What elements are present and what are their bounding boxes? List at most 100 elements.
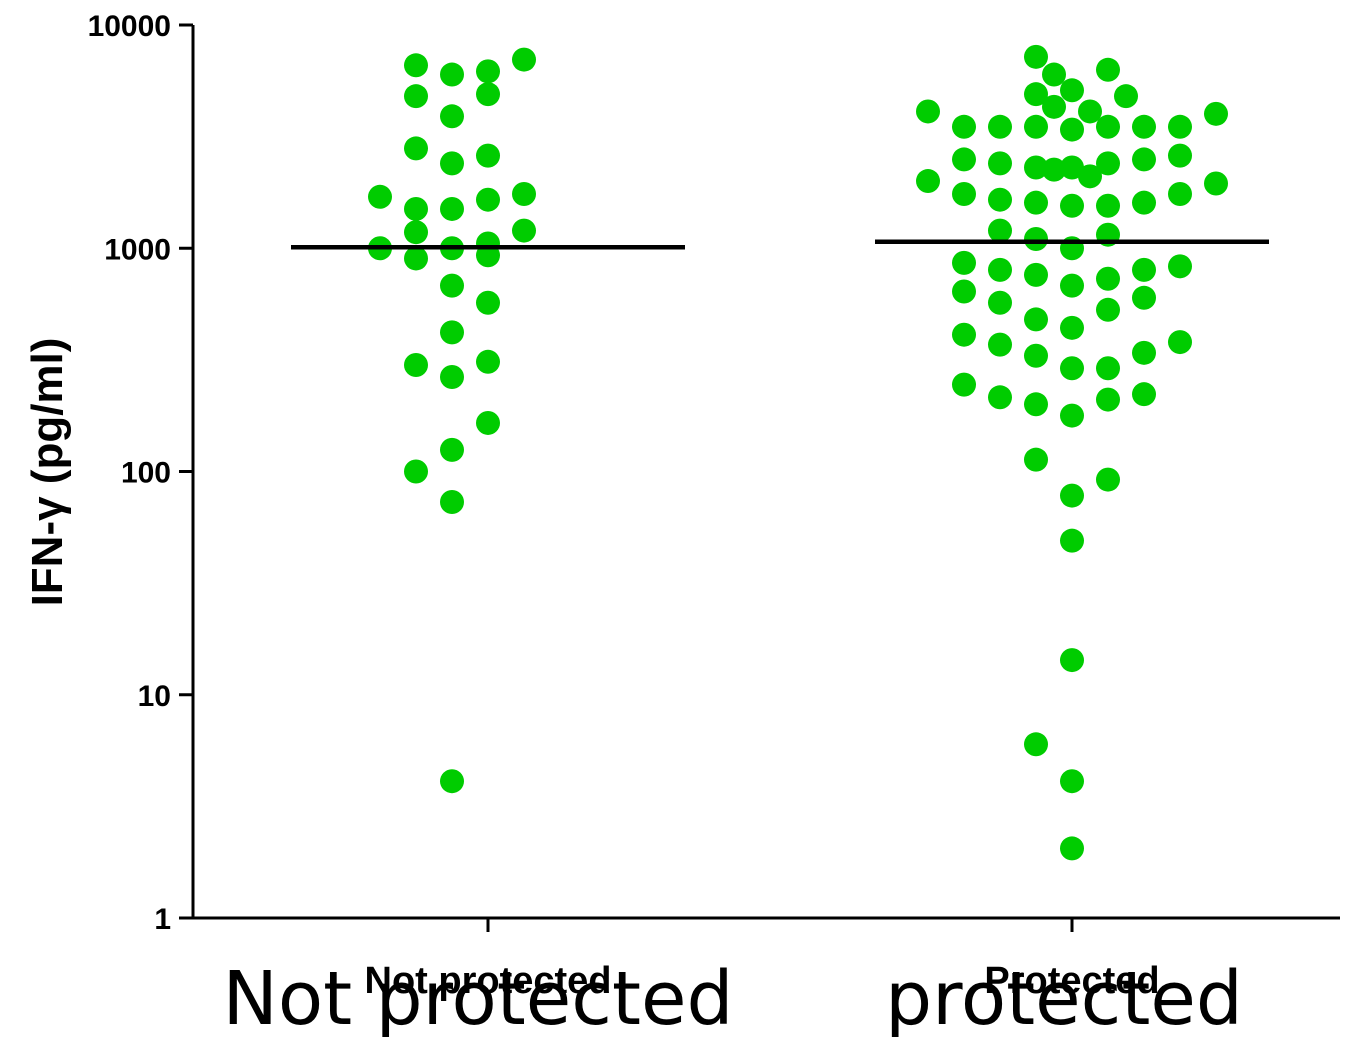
data-point xyxy=(1042,157,1066,182)
data-point xyxy=(1024,190,1048,215)
data-point xyxy=(368,184,392,209)
data-point xyxy=(1060,155,1084,180)
data-point xyxy=(404,246,428,271)
data-point xyxy=(952,250,976,275)
data-point xyxy=(952,147,976,172)
y-axis-title: IFN-γ (pg/ml) xyxy=(23,338,72,607)
data-point xyxy=(404,84,428,109)
data-point xyxy=(1114,84,1138,109)
data-point xyxy=(404,352,428,377)
data-point xyxy=(952,279,976,304)
data-point xyxy=(1132,257,1156,282)
data-point xyxy=(440,490,464,515)
data-point xyxy=(1132,147,1156,172)
data-point xyxy=(1168,114,1192,139)
data-point xyxy=(1060,78,1084,103)
data-point xyxy=(1060,117,1084,142)
data-point xyxy=(1060,193,1084,218)
data-point xyxy=(404,196,428,221)
data-point xyxy=(440,769,464,794)
data-point xyxy=(1060,356,1084,381)
data-point xyxy=(476,143,500,168)
data-point xyxy=(1096,114,1120,139)
data-point xyxy=(1132,340,1156,365)
data-point xyxy=(1078,164,1102,189)
data-point xyxy=(952,372,976,397)
data-point xyxy=(1024,114,1048,139)
data-point xyxy=(1060,528,1084,553)
data-point xyxy=(476,187,500,212)
data-point xyxy=(952,114,976,139)
data-point xyxy=(1060,483,1084,508)
data-point xyxy=(1096,57,1120,82)
data-point xyxy=(1060,836,1084,861)
data-point xyxy=(440,273,464,298)
data-point xyxy=(988,187,1012,212)
data-point xyxy=(1168,181,1192,206)
data-point xyxy=(476,290,500,315)
data-point xyxy=(1132,114,1156,139)
data-point xyxy=(952,181,976,206)
data-point xyxy=(440,437,464,462)
data-point xyxy=(1096,266,1120,291)
data-point xyxy=(512,218,536,243)
data-point xyxy=(440,365,464,390)
data-point xyxy=(1024,155,1048,180)
data-point xyxy=(1060,769,1084,794)
data-point xyxy=(1060,403,1084,428)
data-point xyxy=(1024,447,1048,472)
y-tick-label: 1 xyxy=(154,903,171,936)
category-label: Not protected xyxy=(365,960,612,1002)
data-point xyxy=(1060,648,1084,673)
data-point xyxy=(404,136,428,161)
y-tick-label: 10 xyxy=(138,680,171,713)
axes xyxy=(191,25,1340,920)
data-point xyxy=(1168,330,1192,355)
data-point xyxy=(512,181,536,206)
data-point xyxy=(988,332,1012,357)
data-point xyxy=(952,322,976,347)
data-point xyxy=(1024,227,1048,252)
data-point xyxy=(1024,732,1048,757)
category-label: Protected xyxy=(984,960,1159,1002)
category-label-secondary: Not protected xyxy=(223,956,734,1037)
y-tick-label: 10000 xyxy=(88,10,171,43)
data-point xyxy=(1096,356,1120,381)
data-point xyxy=(476,410,500,435)
data-point xyxy=(1024,262,1048,287)
median-lines xyxy=(291,239,1269,250)
data-point xyxy=(404,459,428,484)
data-point xyxy=(1096,151,1120,176)
data-point xyxy=(440,320,464,345)
data-point xyxy=(476,59,500,84)
data-point xyxy=(476,349,500,374)
data-point xyxy=(404,220,428,245)
data-point xyxy=(988,151,1012,176)
data-point xyxy=(1060,315,1084,340)
data-point xyxy=(1042,94,1066,119)
data-point xyxy=(512,47,536,72)
data-point xyxy=(1204,101,1228,126)
data-point xyxy=(440,62,464,87)
data-point xyxy=(1024,307,1048,332)
y-tick-label: 1000 xyxy=(104,233,171,266)
data-point xyxy=(988,290,1012,315)
data-point xyxy=(1168,254,1192,279)
data-point xyxy=(1060,273,1084,298)
data-point xyxy=(988,385,1012,410)
data-point xyxy=(988,218,1012,243)
y-tick-label: 100 xyxy=(121,457,171,490)
data-point xyxy=(440,196,464,221)
data-point xyxy=(916,169,940,194)
data-point xyxy=(1024,392,1048,417)
x-ticks xyxy=(486,918,1074,932)
data-point xyxy=(988,114,1012,139)
data-point xyxy=(1132,190,1156,215)
data-point xyxy=(1024,343,1048,368)
data-point xyxy=(1096,467,1120,492)
data-point xyxy=(1096,297,1120,322)
data-point xyxy=(1132,382,1156,407)
data-point xyxy=(404,53,428,78)
